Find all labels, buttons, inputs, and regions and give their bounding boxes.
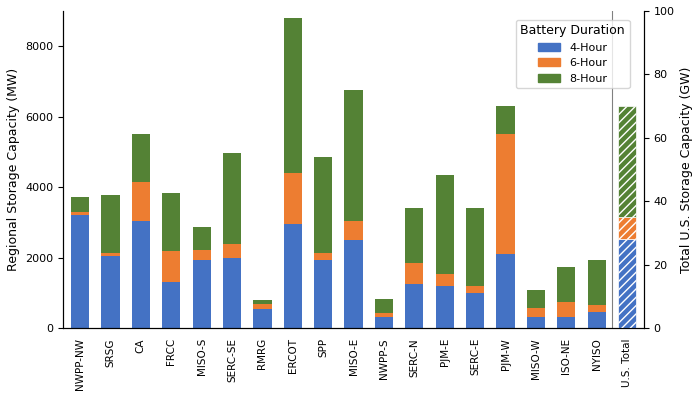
Bar bbox=[314, 252, 332, 260]
Bar bbox=[102, 252, 120, 256]
Bar bbox=[162, 251, 181, 283]
Bar bbox=[253, 304, 272, 309]
Bar bbox=[618, 239, 636, 328]
Bar bbox=[496, 134, 514, 254]
Bar bbox=[405, 284, 424, 328]
Bar bbox=[496, 106, 514, 134]
Bar bbox=[193, 227, 211, 250]
Bar bbox=[223, 153, 241, 245]
Bar bbox=[557, 267, 575, 302]
Bar bbox=[162, 283, 181, 328]
Bar bbox=[587, 260, 606, 305]
Bar bbox=[527, 290, 545, 308]
Bar bbox=[132, 221, 150, 328]
Bar bbox=[405, 263, 424, 284]
Bar bbox=[71, 197, 89, 212]
Bar bbox=[284, 224, 302, 328]
Bar bbox=[71, 212, 89, 216]
Bar bbox=[527, 317, 545, 328]
Bar bbox=[253, 300, 272, 304]
Bar bbox=[284, 18, 302, 173]
Bar bbox=[162, 193, 181, 251]
Bar bbox=[374, 313, 393, 317]
Legend: 4-Hour, 6-Hour, 8-Hour: 4-Hour, 6-Hour, 8-Hour bbox=[516, 20, 629, 88]
Bar bbox=[344, 221, 363, 240]
Bar bbox=[314, 157, 332, 252]
Y-axis label: Total U.S. Storage Capacity (GW): Total U.S. Storage Capacity (GW) bbox=[680, 66, 693, 273]
Bar bbox=[314, 260, 332, 328]
Bar bbox=[527, 308, 545, 317]
Bar bbox=[496, 254, 514, 328]
Bar bbox=[405, 208, 424, 263]
Bar bbox=[435, 274, 454, 286]
Bar bbox=[344, 90, 363, 221]
Bar bbox=[374, 299, 393, 313]
Bar bbox=[193, 260, 211, 328]
Bar bbox=[284, 173, 302, 224]
Bar bbox=[223, 245, 241, 258]
Bar bbox=[466, 293, 484, 328]
Bar bbox=[587, 312, 606, 328]
Bar bbox=[132, 134, 150, 182]
Bar bbox=[557, 302, 575, 317]
Bar bbox=[193, 250, 211, 260]
Bar bbox=[618, 217, 636, 239]
Bar bbox=[557, 317, 575, 328]
Bar bbox=[132, 182, 150, 221]
Bar bbox=[466, 286, 484, 293]
Bar bbox=[374, 317, 393, 328]
Bar bbox=[253, 309, 272, 328]
Bar bbox=[435, 286, 454, 328]
Bar bbox=[344, 240, 363, 328]
Bar bbox=[618, 106, 636, 217]
Bar bbox=[223, 258, 241, 328]
Y-axis label: Regional Storage Capacity (MW): Regional Storage Capacity (MW) bbox=[7, 68, 20, 271]
Bar bbox=[587, 305, 606, 312]
Bar bbox=[71, 216, 89, 328]
Bar bbox=[466, 208, 484, 286]
Bar bbox=[102, 195, 120, 252]
Bar bbox=[435, 175, 454, 274]
Bar bbox=[102, 256, 120, 328]
